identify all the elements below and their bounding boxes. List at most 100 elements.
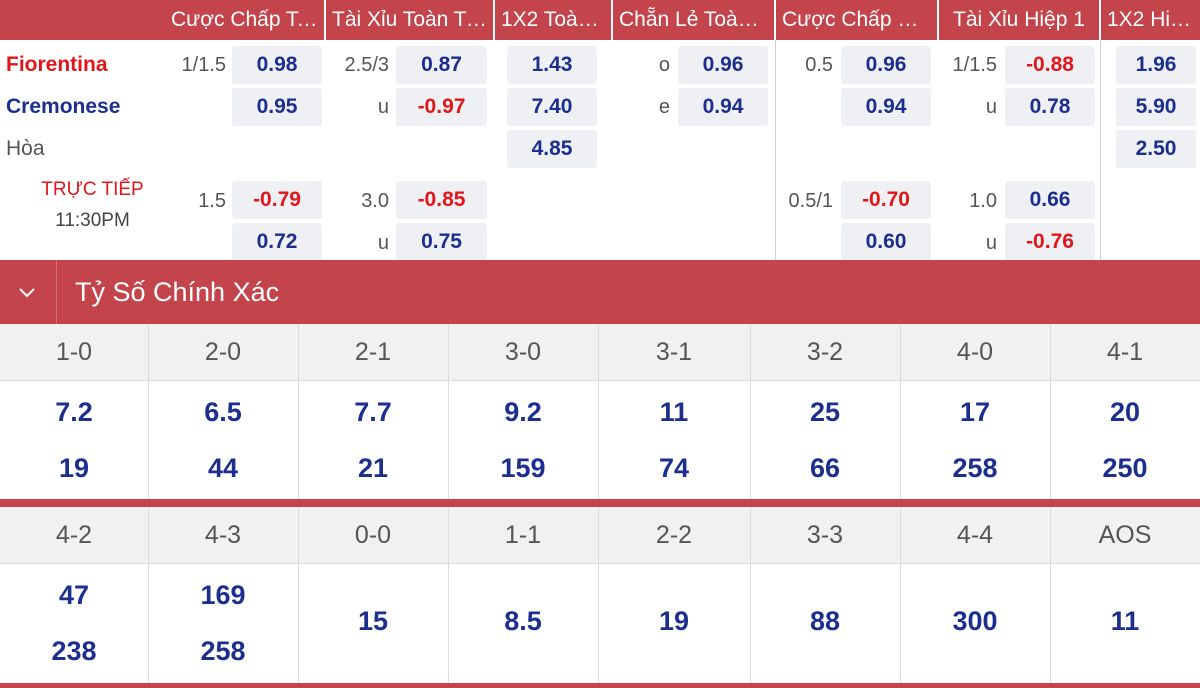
score-label: 4-3 [148,507,298,563]
live-h1-under-odd[interactable]: -0.76 [1005,223,1095,261]
header-ft-over-under[interactable]: Tài Xỉu Toàn Trận [326,0,494,40]
header-blank [0,0,165,40]
header-h1-handicap[interactable]: Cược Chấp Hiệp 1 [776,0,938,40]
live-ft-handicap-away-odd[interactable]: 0.72 [232,223,322,261]
cell-divider [900,507,901,683]
score-home-odd[interactable]: 20 [1109,397,1141,427]
score-label: 0-0 [298,507,448,563]
ft-handicap-line: 1/1.5 [181,54,226,76]
ft-over-odd[interactable]: 0.87 [396,46,487,84]
score-home-odd[interactable]: 9.2 [504,397,542,427]
section-title: Tỷ Số Chính Xác [75,277,280,307]
header-divider [0,380,1200,381]
score-odd[interactable]: 88 [809,606,841,636]
chevron-down-icon[interactable] [0,260,56,324]
correct-score-grid-1: 1-0 7.2 19 2-0 6.5 44 2-1 7.7 21 3-0 9.2 159 3-1 11 74… [0,324,1200,500]
score-away-odd[interactable]: 258 [200,636,246,666]
h1-1x2-home-odd[interactable]: 1.96 [1116,46,1196,84]
score-label: 3-2 [750,324,900,380]
ft-1x2-away-odd[interactable]: 7.40 [507,88,597,126]
header-ft-1x2[interactable]: 1X2 Toàn Trận [495,0,612,40]
header-divider [0,563,1200,564]
cell-divider [148,507,149,683]
ft-1x2-home-odd[interactable]: 1.43 [507,46,597,84]
header-h1-over-under[interactable]: Tài Xỉu Hiệp 1 [939,0,1100,40]
correct-score-section-header[interactable]: Tỷ Số Chính Xác [0,260,1200,324]
score-odd[interactable]: 19 [658,606,690,636]
ft-over-under-line: 2.5/3 [344,54,389,76]
h1-handicap-line: 0.5 [805,54,833,76]
ft-even-odd[interactable]: 0.94 [678,88,768,126]
score-away-odd[interactable]: 159 [500,453,546,483]
under-label: u [377,232,389,254]
cell-divider [1050,507,1051,683]
score-away-odd[interactable]: 258 [952,453,998,483]
live-ft-under-odd[interactable]: 0.75 [396,223,487,261]
row-separator [0,499,1200,507]
ft-handicap-home-odd[interactable]: 0.98 [232,46,322,84]
score-home-odd[interactable]: 17 [959,397,991,427]
cell-divider [598,507,599,683]
live-ft-over-under-line: 3.0 [361,190,389,212]
ft-handicap-away-odd[interactable]: 0.95 [232,88,322,126]
score-home-odd[interactable]: 11 [659,397,689,427]
odds-table: Cược Chấp Toàn Trận Tài Xỉu Toàn Trận 1X… [0,0,1200,261]
score-odd[interactable]: 300 [952,606,998,636]
score-home-odd[interactable]: 7.2 [55,397,93,427]
score-home-odd[interactable]: 7.7 [354,397,392,427]
live-ft-over-odd[interactable]: -0.85 [396,181,487,219]
score-label: 1-1 [448,507,598,563]
under-label: u [985,232,997,254]
score-home-odd[interactable]: 6.5 [204,397,242,427]
h1-over-odd[interactable]: -0.88 [1005,46,1095,84]
bottom-border [0,683,1200,688]
live-h1-over-odd[interactable]: 0.66 [1005,181,1095,219]
cell-divider [598,324,599,500]
draw-label: Hòa [6,137,45,160]
h1-handicap-away-odd[interactable]: 0.94 [841,88,931,126]
h1-1x2-draw-odd[interactable]: 2.50 [1116,130,1196,168]
score-label: 3-1 [598,324,750,380]
away-team-name: Cremonese [6,95,121,118]
score-away-odd[interactable]: 21 [357,453,389,483]
score-away-odd[interactable]: 74 [658,453,690,483]
score-odd[interactable]: 11 [1110,606,1140,636]
score-label: 2-1 [298,324,448,380]
score-odd[interactable]: 8.5 [504,606,542,636]
live-h1-handicap-away-odd[interactable]: 0.60 [841,223,931,261]
odd-label: o [658,54,670,76]
score-away-odd[interactable]: 44 [207,453,239,483]
score-label: 2-0 [148,324,298,380]
ft-under-odd[interactable]: -0.97 [396,88,487,126]
score-home-odd[interactable]: 25 [809,397,841,427]
score-away-odd[interactable]: 238 [51,636,97,666]
score-away-odd[interactable]: 19 [58,453,90,483]
header-h1-1x2[interactable]: 1X2 Hiệp 1 [1101,0,1200,40]
ft-odd-odd[interactable]: 0.96 [678,46,768,84]
home-team-name: Fiorentina [6,53,108,76]
cell-divider [1050,324,1051,500]
column-divider [1100,40,1101,260]
h1-1x2-away-odd[interactable]: 5.90 [1116,88,1196,126]
cell-divider [448,324,449,500]
score-home-odd[interactable]: 47 [58,580,90,610]
live-h1-handicap-home-odd[interactable]: -0.70 [841,181,931,219]
ft-1x2-draw-odd[interactable]: 4.85 [507,130,597,168]
score-away-odd[interactable]: 66 [809,453,841,483]
score-label: 4-1 [1050,324,1200,380]
header-ft-handicap[interactable]: Cược Chấp Toàn Trận [165,0,325,40]
score-label: AOS [1050,507,1200,563]
live-ft-handicap-home-odd[interactable]: -0.79 [232,181,322,219]
score-label: 2-2 [598,507,750,563]
cell-divider [298,324,299,500]
header-ft-odd-even[interactable]: Chẵn Lẻ Toàn Trận [613,0,775,40]
score-home-odd[interactable]: 169 [200,580,246,610]
score-odd[interactable]: 15 [357,606,389,636]
cell-divider [148,324,149,500]
h1-handicap-home-odd[interactable]: 0.96 [841,46,931,84]
column-divider [775,40,776,260]
h1-under-odd[interactable]: 0.78 [1005,88,1095,126]
score-label: 3-0 [448,324,598,380]
score-away-odd[interactable]: 250 [1102,453,1148,483]
score-label: 3-3 [750,507,900,563]
